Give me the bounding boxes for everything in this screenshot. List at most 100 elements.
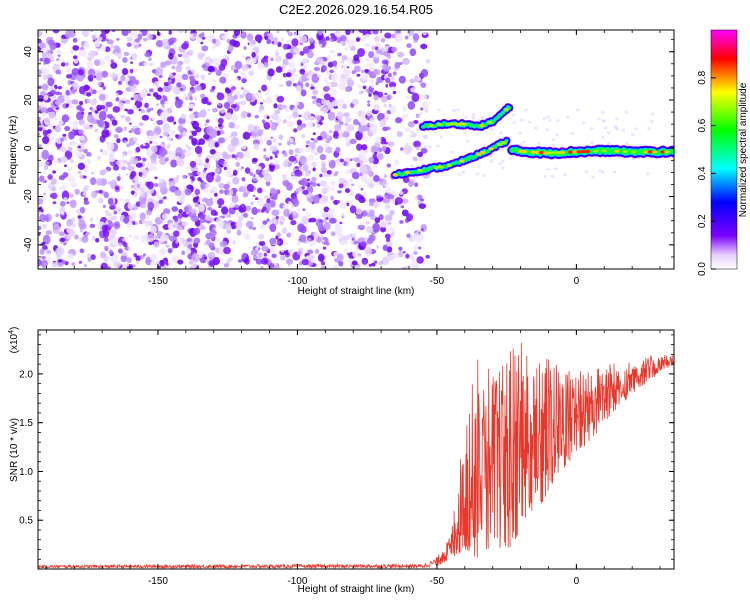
- noise-blob: [190, 172, 195, 176]
- noise-blob: [150, 260, 157, 268]
- noise-blob: [336, 253, 344, 262]
- noise-blob: [325, 86, 330, 91]
- lower-branch-ridge-hotspot: [488, 147, 494, 151]
- noise-blob: [425, 254, 430, 259]
- noise-blob: [238, 185, 247, 193]
- noise-blob: [164, 60, 172, 66]
- noise-blob: [139, 88, 148, 98]
- noise-blob: [396, 131, 403, 138]
- noise-blob: [321, 65, 327, 72]
- noise-blob: [43, 57, 51, 65]
- noise-blob: [251, 51, 256, 58]
- noise-blob: [127, 109, 134, 115]
- noise-blob: [280, 254, 286, 261]
- noise-blob: [42, 83, 49, 91]
- noise-blob: [60, 62, 66, 67]
- noise-blob: [374, 35, 380, 43]
- noise-blob: [330, 88, 337, 96]
- noise-blob: [120, 159, 126, 166]
- noise-blob: [310, 138, 314, 141]
- noise-blob: [555, 118, 560, 122]
- lower-branch-ridge-hotspot: [476, 152, 482, 156]
- noise-blob: [291, 175, 298, 181]
- noise-blob: [282, 179, 290, 187]
- noise-blob: [383, 103, 387, 108]
- noise-blob: [38, 144, 42, 149]
- noise-blob: [132, 157, 139, 165]
- noise-blob: [357, 110, 363, 117]
- noise-blob: [38, 116, 41, 121]
- noise-blob: [284, 107, 290, 112]
- spectrogram-panel: -150 -100 -50 0 -40 -20 0 20 40 Height of strai…: [8, 29, 675, 297]
- noise-blob: [387, 141, 395, 147]
- noise-blob: [288, 149, 294, 155]
- noise-blob: [141, 168, 149, 174]
- noise-blob: [552, 143, 556, 147]
- noise-blob: [254, 92, 262, 101]
- noise-blob: [173, 177, 179, 184]
- noise-blob: [83, 123, 90, 130]
- noise-blob: [133, 192, 138, 198]
- noise-blob: [364, 69, 369, 73]
- noise-blob: [338, 183, 344, 189]
- noise-blob: [124, 108, 129, 112]
- noise-blob: [209, 197, 213, 201]
- noise-blob: [299, 225, 307, 234]
- noise-blob: [200, 93, 206, 99]
- noise-blob: [43, 262, 47, 267]
- noise-blob: [57, 54, 61, 57]
- noise-blob: [320, 195, 329, 202]
- noise-blob: [555, 133, 559, 137]
- snr-plot-area: [38, 342, 674, 569]
- noise-blob: [269, 164, 275, 172]
- noise-blob: [59, 237, 66, 242]
- noise-blob: [373, 56, 380, 64]
- noise-blob: [123, 216, 130, 224]
- noise-blob: [351, 237, 355, 242]
- noise-blob: [227, 181, 231, 185]
- noise-blob: [258, 109, 262, 113]
- noise-blob: [52, 95, 57, 99]
- noise-blob: [254, 34, 263, 42]
- noise-blob: [330, 33, 335, 37]
- noise-blob: [303, 110, 312, 121]
- noise-blob: [546, 167, 550, 171]
- noise-blob: [360, 187, 364, 191]
- noise-blob: [391, 46, 398, 53]
- noise-blob: [156, 194, 163, 200]
- noise-blob: [321, 212, 328, 219]
- noise-blob: [41, 52, 49, 59]
- noise-blob: [185, 248, 192, 255]
- noise-blob: [224, 112, 233, 120]
- noise-blob: [47, 174, 54, 181]
- noise-blob: [159, 238, 164, 243]
- noise-blob: [140, 188, 145, 193]
- noise-blob: [72, 55, 78, 60]
- noise-blob: [102, 102, 107, 106]
- lower-branch-ridge-hotspot: [438, 165, 444, 169]
- noise-blob: [199, 213, 207, 220]
- noise-blob: [168, 150, 175, 158]
- noise-blob: [384, 114, 389, 119]
- noise-blob: [546, 115, 551, 119]
- noise-blob: [206, 125, 214, 136]
- noise-blob: [76, 73, 85, 82]
- noise-blob: [79, 206, 86, 214]
- noise-blob: [607, 142, 611, 146]
- noise-blob: [341, 55, 348, 61]
- noise-blob: [301, 216, 309, 225]
- noise-blob: [305, 140, 311, 145]
- noise-blob: [195, 85, 202, 92]
- noise-blob: [439, 135, 444, 139]
- noise-blob: [200, 74, 206, 80]
- noise-blob: [60, 137, 64, 142]
- noise-blob: [589, 127, 594, 131]
- snr-frame: [37, 329, 675, 570]
- noise-blob: [265, 209, 269, 214]
- noise-blob: [418, 246, 422, 250]
- noise-blob: [59, 146, 67, 152]
- noise-blob: [357, 184, 361, 188]
- noise-blob: [68, 175, 75, 183]
- noise-blob: [646, 172, 650, 176]
- noise-blob: [153, 122, 157, 126]
